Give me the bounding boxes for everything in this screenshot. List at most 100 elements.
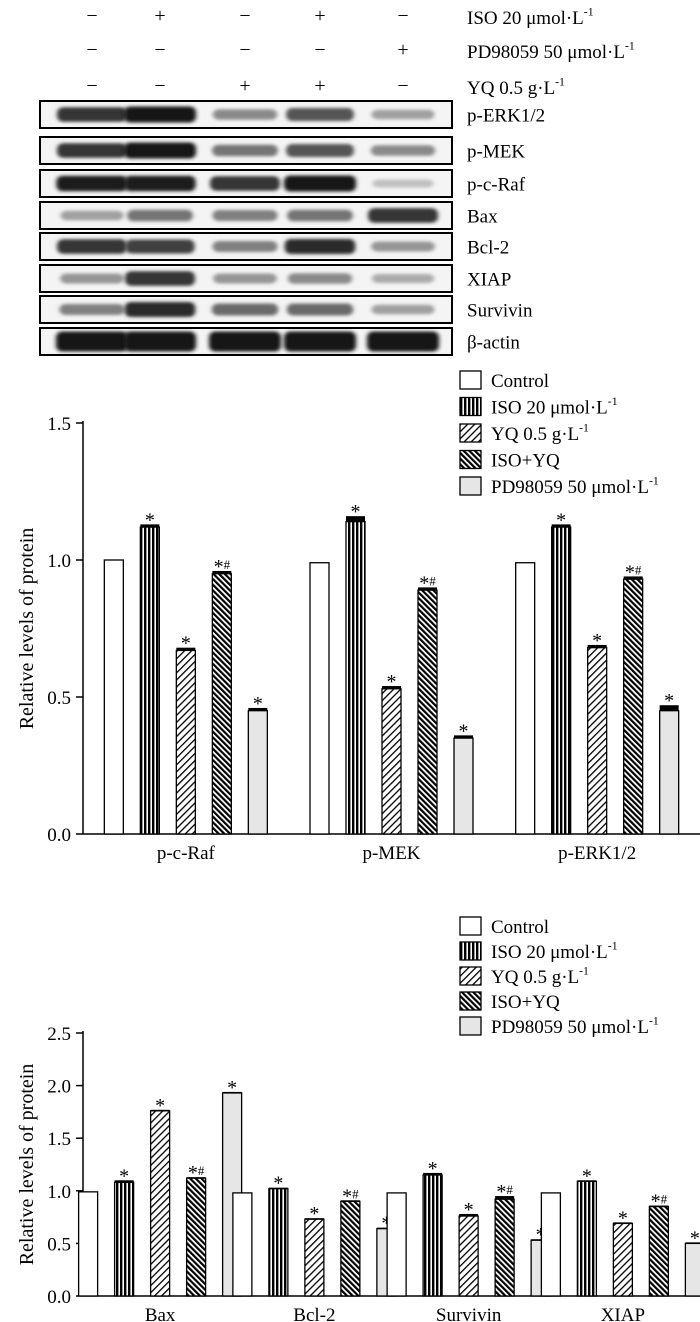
bar xyxy=(139,526,160,835)
treatment-sign: − xyxy=(86,75,97,97)
error-bar xyxy=(613,1222,633,1224)
treatment-sign: + xyxy=(314,75,325,97)
significance-mark: * xyxy=(664,690,674,712)
significance-mark: * xyxy=(253,693,263,715)
bar xyxy=(345,520,366,835)
legend-label: ISO+YQ xyxy=(491,451,560,472)
error-bar xyxy=(376,1227,396,1229)
legend-swatch xyxy=(459,941,482,961)
protein-band xyxy=(372,179,434,188)
significance-mark: * xyxy=(119,1165,129,1187)
legend-swatch xyxy=(459,1016,482,1036)
bar xyxy=(422,1174,443,1297)
bar xyxy=(247,710,268,835)
error-bar xyxy=(186,1177,206,1179)
y-tick-label: 1.5 xyxy=(47,1129,71,1150)
bar-group: * * *# * xyxy=(386,1158,551,1297)
error-bar xyxy=(140,524,160,528)
protein-band xyxy=(371,304,435,315)
treatment-sign: + xyxy=(314,5,325,27)
protein-band xyxy=(370,145,436,156)
protein-band xyxy=(284,239,356,254)
x-tick-label: Bax xyxy=(145,1305,176,1322)
legend-swatch xyxy=(459,423,482,443)
legend-swatch xyxy=(459,966,482,986)
error-bar xyxy=(418,587,437,591)
blot-row-label: XIAP xyxy=(467,270,511,291)
legend-label: YQ 0.5 g·L-1 xyxy=(491,964,589,988)
protein-band xyxy=(286,303,354,316)
bar-group: * * *# * xyxy=(515,509,680,835)
significance-mark: *# xyxy=(342,1185,359,1207)
bar xyxy=(268,1188,289,1297)
bar xyxy=(381,688,402,835)
legend-swatch xyxy=(459,916,482,936)
bar xyxy=(149,1110,171,1297)
bar xyxy=(458,1215,479,1297)
legend-label: ISO+YQ xyxy=(491,992,560,1013)
significance-mark: *# xyxy=(419,572,436,594)
bar xyxy=(551,526,572,835)
significance-mark: * xyxy=(351,501,361,523)
error-bar xyxy=(382,686,401,689)
treatment-sign: − xyxy=(86,39,97,61)
x-tick-label: XIAP xyxy=(601,1305,645,1322)
blot-row-label: Survivin xyxy=(467,301,533,322)
error-bar xyxy=(685,1242,700,1244)
bar xyxy=(494,1198,515,1297)
error-bar xyxy=(150,1109,170,1111)
significance-mark: *# xyxy=(188,1162,205,1184)
blot-row-label: Bax xyxy=(467,207,498,228)
protein-band xyxy=(125,239,195,254)
protein-band xyxy=(124,175,196,192)
error-bar xyxy=(268,1187,288,1189)
treatment-sign: − xyxy=(86,5,97,27)
treatment-sign: + xyxy=(397,39,408,61)
protein-band xyxy=(371,109,435,120)
bar xyxy=(684,1242,700,1297)
treatment-label: PD98059 50 μmol·L-1 xyxy=(467,39,635,63)
protein-band xyxy=(210,176,280,191)
y-tick-label: 1.5 xyxy=(47,414,71,435)
bar xyxy=(103,559,124,835)
error-bar xyxy=(551,524,571,528)
significance-mark: *# xyxy=(651,1191,668,1213)
significance-mark: *# xyxy=(496,1181,513,1203)
bar xyxy=(211,573,232,835)
bar xyxy=(587,647,608,835)
legend-swatch xyxy=(459,991,482,1011)
error-bar xyxy=(623,576,643,580)
error-bar xyxy=(454,735,473,739)
bar xyxy=(648,1205,670,1297)
x-tick-label: p-ERK1/2 xyxy=(558,843,636,864)
treatment-sign: − xyxy=(314,39,325,61)
y-tick-label: 0.5 xyxy=(47,688,71,709)
protein-band xyxy=(284,175,356,192)
significance-mark: * xyxy=(387,671,397,693)
significance-mark: * xyxy=(464,1199,474,1221)
protein-band xyxy=(286,108,354,121)
protein-band xyxy=(287,209,353,222)
protein-band xyxy=(59,304,125,315)
significance-mark: * xyxy=(381,1213,391,1235)
treatment-sign: − xyxy=(397,5,408,27)
error-bar xyxy=(222,1091,242,1093)
legend-swatch xyxy=(459,476,482,496)
error-bar xyxy=(659,705,679,711)
x-tick-label: p-MEK xyxy=(362,843,420,864)
protein-band xyxy=(212,241,278,252)
treatment-sign: + xyxy=(239,75,250,97)
protein-band xyxy=(56,331,128,352)
legend-swatch xyxy=(459,370,482,390)
bar xyxy=(659,710,680,835)
bar-group: * * *# * xyxy=(232,1173,397,1297)
protein-band xyxy=(287,273,353,284)
protein-band xyxy=(286,144,354,157)
significance-mark: * xyxy=(556,509,566,531)
error-bar xyxy=(423,1172,443,1176)
significance-mark: * xyxy=(273,1173,283,1195)
protein-band xyxy=(60,210,124,221)
protein-band xyxy=(371,241,435,252)
